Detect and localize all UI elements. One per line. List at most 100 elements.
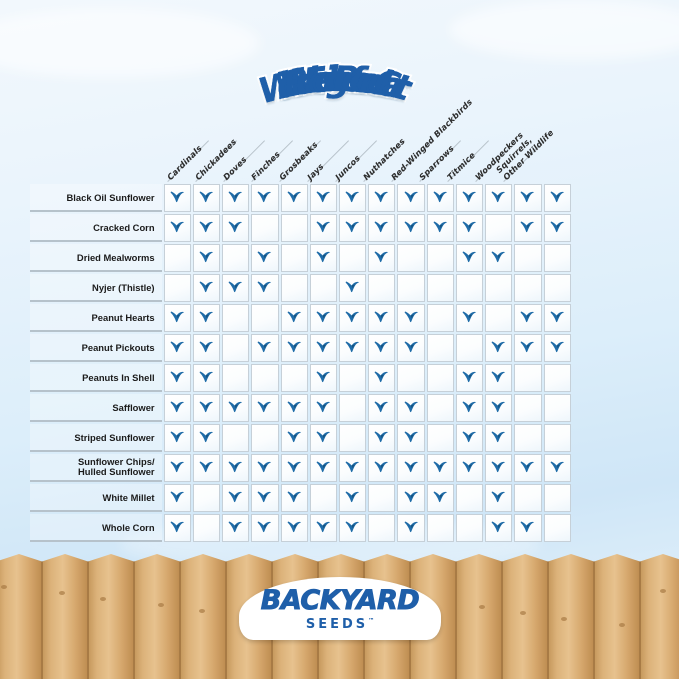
flying-bird-icon <box>374 431 389 448</box>
preference-cell-yes <box>163 394 191 422</box>
preference-cell-empty <box>485 214 513 242</box>
preference-cell-empty <box>514 274 542 302</box>
flying-bird-icon <box>316 191 331 208</box>
flying-bird-icon <box>170 491 185 508</box>
flying-bird-icon <box>491 341 506 358</box>
flying-bird-icon <box>404 401 419 418</box>
flying-bird-icon <box>462 431 477 448</box>
preference-cell-yes <box>543 214 571 242</box>
fence-picket <box>456 571 502 679</box>
flying-bird-icon <box>170 521 185 538</box>
wood-knot <box>520 611 526 615</box>
table-row: Cracked Corn <box>30 214 571 242</box>
flying-bird-icon <box>491 191 506 208</box>
flying-bird-icon <box>550 341 565 358</box>
preference-cell-empty <box>455 514 484 542</box>
preference-cell-yes <box>455 394 484 422</box>
preference-cell-yes <box>368 184 396 212</box>
flying-bird-icon <box>550 311 565 328</box>
column-header-doves: Doves <box>220 154 249 182</box>
preference-cell-yes <box>426 454 454 482</box>
table-row: Peanuts In Shell <box>30 364 571 392</box>
table-row: Nyjer (Thistle) <box>30 274 571 302</box>
preference-cell-yes <box>543 454 571 482</box>
flying-bird-icon <box>520 521 535 538</box>
flying-bird-icon <box>520 341 535 358</box>
table-row: Safflower <box>30 394 571 422</box>
preference-cell-empty <box>222 334 250 362</box>
preference-cell-yes <box>163 514 191 542</box>
flying-bird-icon <box>199 311 214 328</box>
preference-cell-yes <box>543 334 571 362</box>
flying-bird-icon <box>404 341 419 358</box>
preference-cell-yes <box>514 214 542 242</box>
preference-cell-empty <box>426 514 454 542</box>
flying-bird-icon <box>228 281 243 298</box>
preference-cell-yes <box>280 514 308 542</box>
wood-knot <box>100 597 106 601</box>
flying-bird-icon <box>287 521 302 538</box>
flying-bird-icon <box>491 461 506 478</box>
preference-cell-yes <box>309 424 337 452</box>
preference-cell-yes <box>485 514 513 542</box>
preference-table: Black Oil Sunflower Cracked Corn Dried Mea… <box>28 182 573 544</box>
flying-bird-icon <box>287 401 302 418</box>
preference-cell-yes <box>338 214 367 242</box>
flying-bird-icon <box>199 401 214 418</box>
table-row: Whole Corn <box>30 514 571 542</box>
flying-bird-icon <box>491 431 506 448</box>
preference-cell-empty <box>514 364 542 392</box>
flying-bird-icon <box>462 221 477 238</box>
flying-bird-icon <box>170 221 185 238</box>
flying-bird-icon <box>404 461 419 478</box>
preference-cell-yes <box>368 364 396 392</box>
flying-bird-icon <box>345 311 360 328</box>
preference-cell-yes <box>397 454 425 482</box>
preference-cell-yes <box>222 484 250 512</box>
flying-bird-icon <box>345 491 360 508</box>
fence-picket <box>180 571 226 679</box>
preference-cell-empty <box>397 364 425 392</box>
preference-cell-empty <box>543 484 571 512</box>
preference-cell-yes <box>251 274 279 302</box>
table-row: White Millet <box>30 484 571 512</box>
preference-cell-empty <box>543 244 571 272</box>
preference-cell-yes <box>280 304 308 332</box>
preference-cell-yes <box>338 184 367 212</box>
preference-cell-empty <box>455 334 484 362</box>
preference-cell-empty <box>251 304 279 332</box>
preference-cell-empty <box>192 484 221 512</box>
preference-cell-yes <box>455 454 484 482</box>
flying-bird-icon <box>316 461 331 478</box>
preference-cell-yes <box>338 274 367 302</box>
flying-bird-icon <box>170 401 185 418</box>
brand-logo: BACKYARD SEEDS™ <box>239 577 441 640</box>
preference-cell-yes <box>251 334 279 362</box>
preference-cell-yes <box>309 454 337 482</box>
row-label: Safflower <box>30 394 162 422</box>
preference-cell-yes <box>309 184 337 212</box>
preference-cell-yes <box>455 364 484 392</box>
flying-bird-icon <box>462 191 477 208</box>
preference-cell-yes <box>514 454 542 482</box>
preference-cell-yes <box>338 514 367 542</box>
flying-bird-icon <box>550 461 565 478</box>
preference-cell-yes <box>485 364 513 392</box>
flying-bird-icon <box>170 431 185 448</box>
wood-knot <box>199 609 205 613</box>
preference-cell-empty <box>163 244 191 272</box>
preference-cell-yes <box>397 424 425 452</box>
preference-cell-yes <box>485 244 513 272</box>
cloud-decor-left <box>0 8 260 78</box>
preference-cell-yes <box>485 334 513 362</box>
flying-bird-icon <box>199 341 214 358</box>
table-row: Black Oil Sunflower <box>30 184 571 212</box>
preference-cell-yes <box>338 304 367 332</box>
preference-cell-yes <box>485 424 513 452</box>
flying-bird-icon <box>520 461 535 478</box>
flying-bird-icon <box>491 401 506 418</box>
preference-cell-yes <box>192 214 221 242</box>
preference-cell-yes <box>455 424 484 452</box>
preference-cell-yes <box>280 184 308 212</box>
preference-cell-yes <box>163 304 191 332</box>
